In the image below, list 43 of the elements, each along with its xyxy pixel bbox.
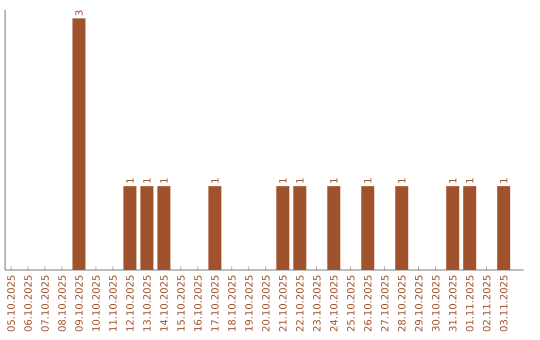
- x-tick-label: 14.10.2025: [160, 276, 168, 331]
- x-tick-label: 21.10.2025: [279, 276, 287, 332]
- x-tick-label: 26.10.2025: [364, 276, 372, 332]
- x-tick-label: 08.10.2025: [58, 276, 66, 332]
- x-tick-label: 15.10.2025: [177, 276, 185, 331]
- data-label: 1: [466, 178, 474, 183]
- x-tick-label: 31.10.2025: [448, 276, 456, 332]
- data-label: 1: [160, 178, 168, 183]
- data-label: 1: [126, 178, 134, 183]
- data-label: 1: [279, 178, 286, 183]
- x-tick-label: 06.10.2025: [24, 276, 32, 332]
- x-tick-label: 22.10.2025: [296, 276, 304, 332]
- x-tick-label: 03.11.2025: [500, 276, 508, 332]
- x-tick-label: 18.10.2025: [228, 276, 236, 331]
- data-label: 1: [143, 178, 151, 183]
- x-tick-label: 12.10.2025: [126, 276, 134, 331]
- x-tick-label: 30.10.2025: [432, 276, 440, 332]
- x-tick-label: 01.11.2025: [466, 276, 474, 332]
- x-tick-label: 09.10.2025: [75, 276, 83, 332]
- data-label: 3: [75, 10, 83, 16]
- x-tick-label: 24.10.2025: [330, 276, 338, 332]
- x-tick-label: 11.10.2025: [109, 276, 117, 331]
- data-label: 1: [364, 178, 372, 183]
- x-tick-label: 27.10.2025: [380, 276, 389, 332]
- x-tick-label: 16.10.2025: [194, 276, 202, 331]
- x-tick-label: 19.10.2025: [245, 276, 253, 331]
- x-tick-label: 23.10.2025: [313, 276, 321, 332]
- x-tick-label: 20.10.2025: [262, 276, 270, 332]
- data-label: 1: [500, 178, 508, 183]
- data-label: 1: [398, 178, 406, 183]
- x-tick-label: 25.10.2025: [346, 276, 355, 332]
- x-tick-label: 13.10.2025: [143, 276, 151, 331]
- data-label: 1: [449, 178, 456, 183]
- x-tick-label: 17.10.2025: [211, 276, 219, 331]
- x-tick-label: 02.11.2025: [482, 276, 490, 332]
- x-tick-label: 10.10.2025: [92, 276, 100, 331]
- x-tick-label: 07.10.2025: [41, 276, 49, 332]
- x-tick-label: 05.10.2025: [7, 276, 15, 332]
- data-label: 1: [330, 178, 338, 183]
- x-tick-label: 29.10.2025: [414, 276, 423, 332]
- data-label: 1: [296, 178, 304, 183]
- x-tick-label: 28.10.2025: [398, 276, 406, 332]
- data-label: 1: [211, 178, 219, 183]
